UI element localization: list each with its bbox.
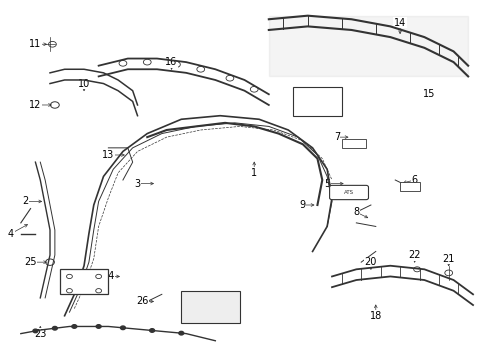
- Circle shape: [96, 325, 101, 328]
- Circle shape: [149, 329, 154, 332]
- Text: 8: 8: [352, 207, 359, 217]
- Text: ATS: ATS: [343, 190, 353, 195]
- Text: 3: 3: [134, 179, 141, 189]
- Text: 22: 22: [407, 250, 420, 260]
- Text: 12: 12: [29, 100, 41, 110]
- Text: 25: 25: [24, 257, 37, 267]
- Circle shape: [72, 325, 77, 328]
- Circle shape: [120, 326, 125, 330]
- Text: 20: 20: [364, 257, 376, 267]
- Text: 24: 24: [102, 271, 114, 282]
- Text: 10: 10: [78, 78, 90, 89]
- Text: 15: 15: [422, 89, 434, 99]
- FancyBboxPatch shape: [181, 291, 239, 323]
- Circle shape: [52, 327, 57, 330]
- Text: 17: 17: [320, 89, 333, 99]
- Text: 6: 6: [411, 175, 417, 185]
- FancyBboxPatch shape: [329, 185, 368, 200]
- Circle shape: [179, 331, 183, 335]
- Text: 1: 1: [251, 168, 257, 178]
- Circle shape: [33, 329, 38, 333]
- Text: 14: 14: [393, 18, 406, 28]
- Text: 11: 11: [29, 39, 41, 49]
- FancyBboxPatch shape: [60, 269, 108, 294]
- Text: 16: 16: [165, 57, 177, 67]
- Text: 5: 5: [324, 179, 329, 189]
- Text: 9: 9: [299, 200, 305, 210]
- FancyBboxPatch shape: [292, 87, 341, 116]
- Text: 7: 7: [333, 132, 339, 142]
- Text: 13: 13: [102, 150, 114, 160]
- Text: 18: 18: [369, 311, 381, 321]
- Text: 2: 2: [22, 197, 29, 206]
- Text: 4: 4: [8, 229, 14, 239]
- FancyBboxPatch shape: [399, 182, 419, 191]
- Text: 26: 26: [136, 296, 148, 306]
- FancyBboxPatch shape: [341, 139, 366, 148]
- Text: 21: 21: [442, 253, 454, 264]
- Text: 19: 19: [209, 307, 221, 317]
- Text: 23: 23: [34, 329, 46, 339]
